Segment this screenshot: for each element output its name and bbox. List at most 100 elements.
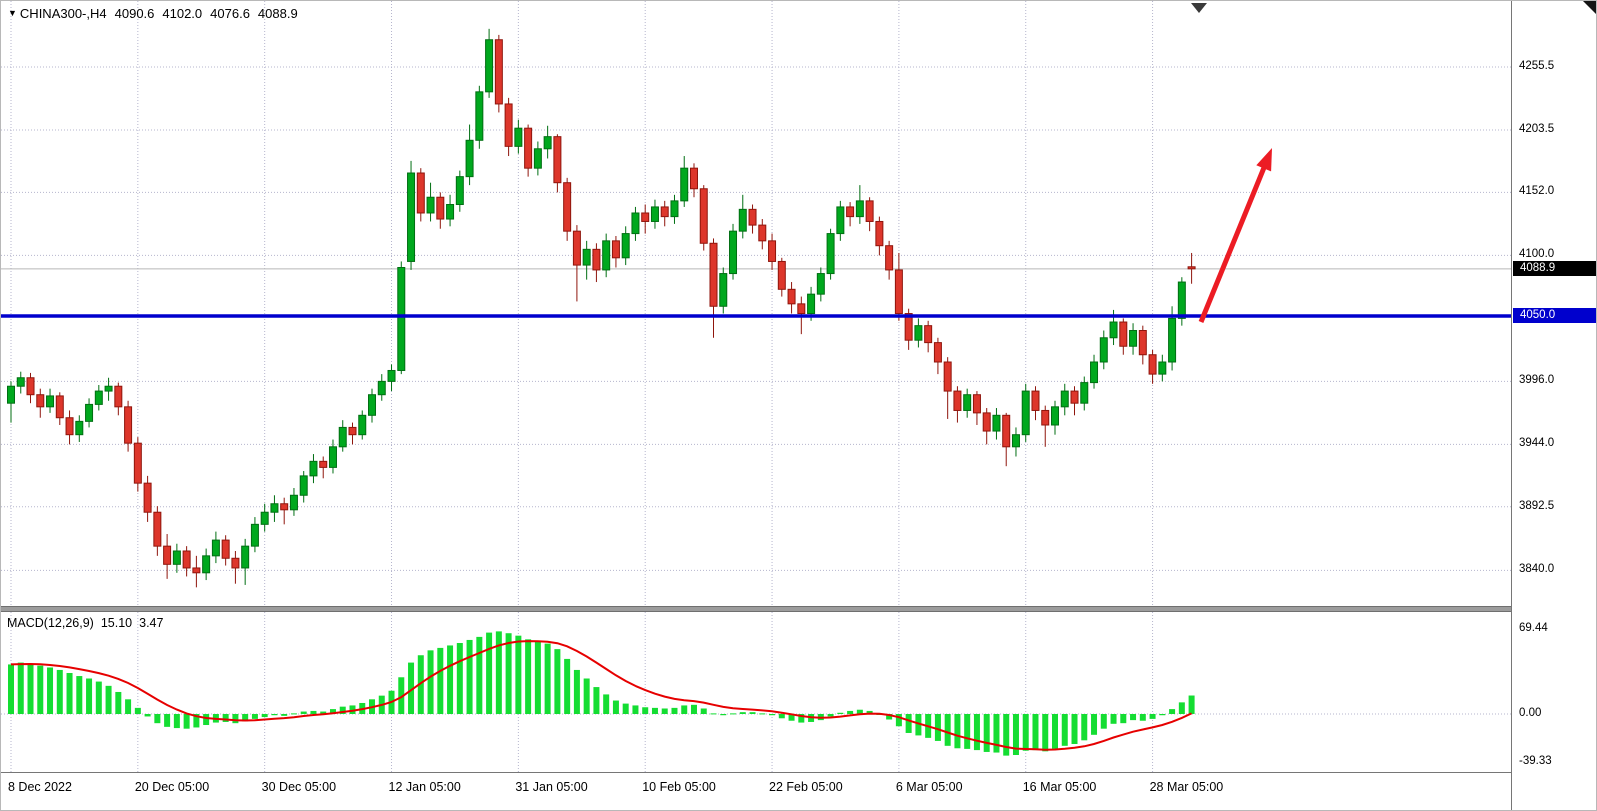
macd-histogram-bar	[173, 714, 180, 729]
candle-up	[309, 460, 318, 477]
macd-histogram-bar	[8, 664, 14, 714]
candle-up	[368, 394, 377, 416]
time-tick-label: 30 Dec 05:00	[261, 780, 337, 794]
macd-histogram-bar	[281, 714, 288, 716]
macd-histogram-bar	[895, 714, 902, 727]
macd-histogram-bar	[944, 714, 951, 746]
macd-histogram-bar	[534, 641, 541, 714]
candle-down	[953, 390, 962, 411]
macd-histogram-bar	[749, 712, 756, 714]
candle-up	[397, 267, 406, 371]
candle-up	[202, 555, 211, 574]
candle-up	[289, 494, 298, 511]
macd-histogram-bar	[437, 647, 444, 714]
macd-histogram-bar	[993, 714, 1000, 753]
candle-up	[241, 545, 250, 569]
macd-histogram-bar	[56, 669, 63, 714]
time-tick-label: 10 Feb 05:00	[642, 780, 716, 794]
macd-tick-label: 69.44	[1519, 622, 1548, 634]
symbol-timeframe-label: CHINA300-,H4	[19, 6, 107, 21]
quote-high: 4102.0	[162, 6, 203, 21]
macd-histogram-bar	[642, 707, 649, 714]
macd-histogram-bar	[447, 645, 454, 714]
price-tick-label: 3996.0	[1519, 374, 1555, 387]
candle-down	[133, 442, 142, 484]
candle-up	[729, 230, 738, 275]
candle-up	[260, 511, 269, 525]
collapse-triangle-icon[interactable]: ▼	[8, 8, 17, 18]
current-price-badge: 4088.9	[1513, 260, 1596, 276]
candle-up	[377, 380, 386, 396]
macd-histogram-bar	[856, 709, 863, 714]
macd-histogram-bar	[27, 663, 34, 714]
candle-down	[758, 224, 767, 242]
macd-histogram-bar	[1003, 714, 1010, 756]
price-axis[interactable]: 4255.5 4203.5 4152.0 4100.0 3996.0 3944.0 3892…	[1511, 1, 1596, 810]
trend-arrow-head[interactable]	[1256, 148, 1272, 172]
candle-down	[885, 245, 894, 271]
candle-down	[280, 503, 289, 511]
macd-histogram-bar	[339, 706, 346, 714]
symbol-header: ▼ CHINA300-,H4 4090.6 4102.0 4076.6 4088.9	[8, 6, 298, 21]
macd-indicator-pane[interactable]	[1, 612, 1511, 772]
macd-histogram-bar	[408, 662, 415, 714]
candle-up	[250, 523, 259, 547]
chart-shift-marker[interactable]	[1191, 3, 1207, 13]
candle-up	[7, 385, 15, 404]
macd-histogram-bar	[1091, 714, 1098, 735]
candle-down	[641, 212, 650, 222]
candle-down	[894, 269, 903, 315]
candle-up	[16, 377, 25, 387]
time-tick-label: 6 Mar 05:00	[895, 780, 963, 794]
macd-histogram-bar	[261, 714, 268, 718]
macd-histogram-bar	[466, 639, 473, 714]
candle-down	[143, 482, 152, 513]
pane-separator[interactable]	[1, 606, 1596, 612]
macd-histogram-bar	[1178, 702, 1185, 714]
macd-histogram-bar	[1100, 714, 1107, 729]
candlestick-chart[interactable]	[1, 1, 1511, 607]
trend-arrow-shaft[interactable]	[1198, 163, 1268, 323]
candle-up	[75, 420, 84, 436]
candle-up	[46, 395, 55, 408]
macd-histogram-bar	[515, 635, 522, 714]
candle-up	[475, 91, 484, 141]
macd-histogram-bar	[495, 631, 502, 714]
macd-histogram-bar	[242, 714, 249, 722]
macd-histogram-bar	[564, 658, 571, 714]
candle-up	[1168, 317, 1177, 363]
macd-signal-line	[10, 640, 1193, 751]
support-price-badge: 4050.0	[1513, 307, 1596, 323]
macd-histogram-bar	[1061, 714, 1068, 746]
candle-down	[611, 240, 620, 259]
candle-down	[924, 325, 933, 344]
candle-up	[446, 204, 455, 220]
candle-up	[407, 172, 416, 262]
macd-histogram-bar	[690, 704, 697, 714]
candle-up	[533, 148, 542, 169]
candle-down	[933, 342, 942, 363]
macd-histogram-bar	[17, 662, 24, 714]
candle-up	[465, 139, 474, 178]
candle-down	[699, 188, 708, 244]
macd-histogram-bar	[554, 649, 561, 714]
macd-histogram-bar	[427, 650, 434, 714]
price-tick-label: 4100.0	[1519, 248, 1555, 261]
candle-down	[494, 39, 503, 105]
macd-histogram-bar	[759, 713, 766, 715]
candle-up	[1109, 321, 1118, 339]
candle-up	[738, 208, 747, 232]
candle-down	[114, 385, 123, 408]
candle-down	[1002, 414, 1011, 448]
macd-histogram-bar	[476, 636, 483, 714]
candle-up	[455, 176, 464, 206]
macd-histogram-bar	[847, 710, 854, 714]
candle-up	[1129, 330, 1138, 347]
macd-histogram-bar	[632, 705, 639, 714]
candle-up	[85, 403, 94, 422]
macd-histogram-bar	[222, 714, 229, 722]
macd-histogram-bar	[1110, 714, 1117, 724]
time-axis[interactable]: 8 Dec 2022 20 Dec 05:00 30 Dec 05:00 12 Jan…	[1, 772, 1511, 810]
candle-down	[436, 196, 445, 220]
candle-up	[855, 200, 864, 218]
